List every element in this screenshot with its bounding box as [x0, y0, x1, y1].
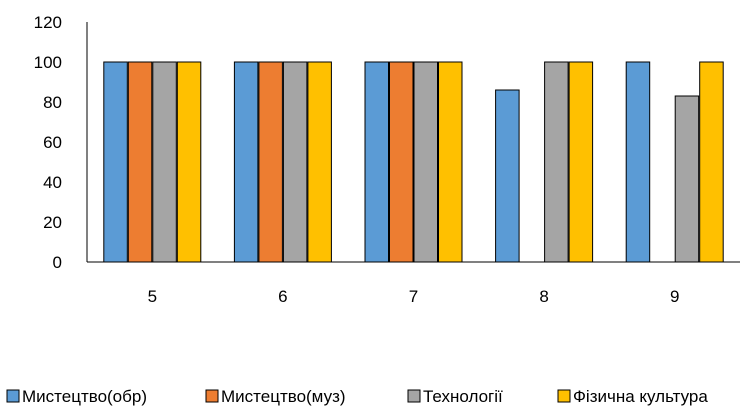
- legend-swatch: [6, 389, 20, 403]
- y-tick-label: 60: [43, 133, 62, 152]
- bar: [699, 61, 724, 263]
- legend-item: Мистецтво(обр): [6, 387, 147, 406]
- legend-label: Фізична культура: [573, 387, 708, 406]
- x-axis-tick-labels: 5 6 7 8 9: [148, 287, 680, 306]
- bar: [152, 61, 177, 263]
- legend-swatch: [205, 389, 219, 403]
- x-tick-label: 9: [670, 287, 679, 306]
- bar: [568, 61, 594, 263]
- bar: [103, 61, 128, 263]
- y-tick-label: 120: [34, 13, 62, 32]
- bar: [625, 61, 651, 263]
- bar: [258, 61, 283, 263]
- legend-swatch: [407, 389, 421, 403]
- bar: [389, 61, 414, 263]
- y-tick-label: 0: [53, 253, 62, 272]
- bar: [127, 61, 153, 263]
- legend-item: Мистецтво(муз): [205, 387, 346, 406]
- y-axis-tick-labels: 0 20 40 60 80 100 120: [34, 13, 62, 272]
- x-tick-label: 8: [539, 287, 548, 306]
- y-tick-label: 80: [43, 93, 62, 112]
- bar: [438, 61, 463, 263]
- legend-label: Технології: [423, 387, 503, 406]
- legend: Мистецтво(обр) Мистецтво(муз) Технології Фі…: [6, 387, 708, 406]
- bar: [413, 61, 438, 263]
- bar: [544, 61, 569, 263]
- bar: [364, 61, 389, 263]
- bar: [282, 61, 308, 263]
- bar-series-group: [103, 61, 724, 263]
- legend-swatch: [557, 389, 571, 403]
- bar: [233, 61, 259, 263]
- y-tick-label: 20: [43, 213, 62, 232]
- x-tick-label: 6: [278, 287, 287, 306]
- legend-label: Мистецтво(муз): [221, 387, 346, 406]
- legend-label: Мистецтво(обр): [22, 387, 147, 406]
- bar: [307, 61, 332, 263]
- bar: [176, 61, 202, 263]
- legend-item: Технології: [407, 387, 503, 406]
- bar: [674, 95, 700, 263]
- y-tick-label: 40: [43, 173, 62, 192]
- legend-item: Фізична культура: [557, 387, 708, 406]
- x-tick-label: 7: [409, 287, 418, 306]
- bar: [495, 89, 520, 263]
- x-tick-label: 5: [148, 287, 157, 306]
- y-tick-label: 100: [34, 53, 62, 72]
